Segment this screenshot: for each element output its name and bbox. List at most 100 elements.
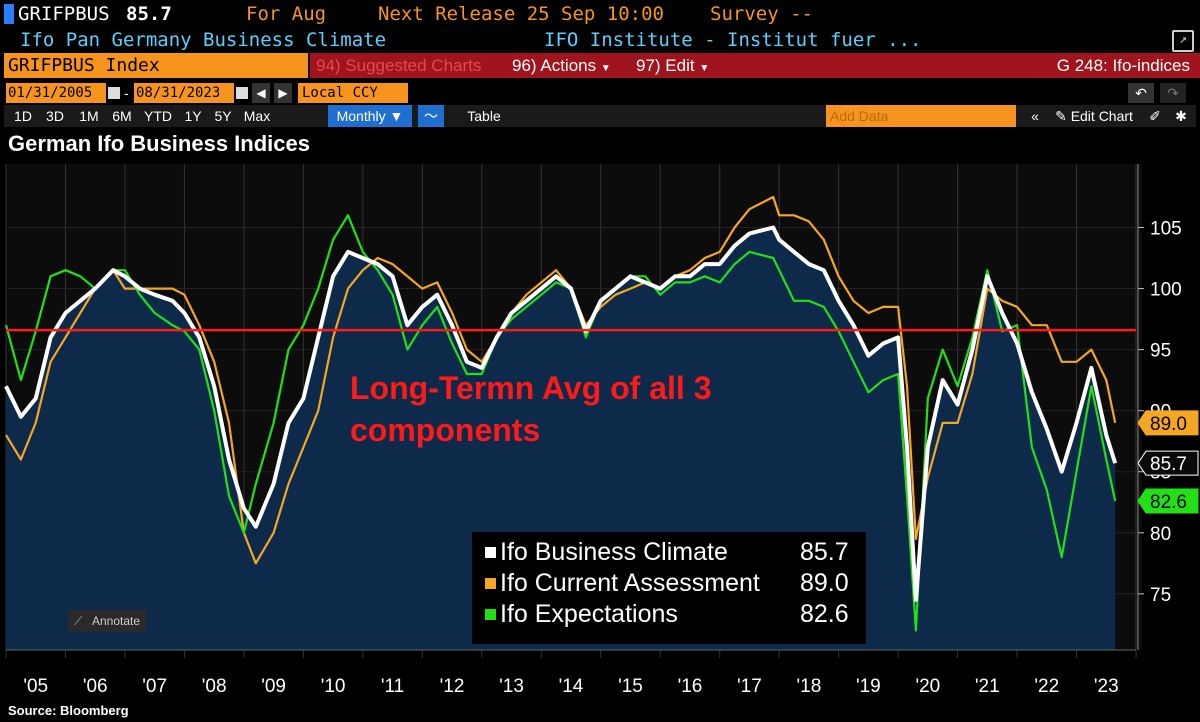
chart-type-icon[interactable]: 〜 — [418, 105, 444, 127]
frequency-select[interactable]: Monthly ▼ — [328, 105, 412, 127]
period-1d-button[interactable]: 1D — [14, 108, 32, 124]
legend-box — [472, 532, 866, 644]
red-bar — [310, 53, 1200, 78]
calendar-icon[interactable] — [236, 87, 248, 99]
pencil-icon: ✎ — [1055, 108, 1071, 124]
y-axis: 7580859095100105 — [1137, 164, 1182, 650]
legend-swatch-expectations — [485, 609, 496, 620]
end-label-expectations: 82.6 — [1137, 488, 1199, 514]
y-tick-label: 105 — [1150, 218, 1182, 239]
prev-arrow-icon[interactable]: ◀ — [252, 83, 270, 103]
end-label-value: 82.6 — [1150, 492, 1187, 513]
graph-id: G 248: Ifo-indices — [1056, 56, 1190, 75]
caret-down-icon: ▼ — [600, 63, 611, 74]
security-text: GRIFPBUS Index — [8, 55, 160, 76]
legend-value-climate: 85.7 — [800, 538, 849, 566]
legend-swatch-current — [485, 578, 496, 589]
header-row: GRIFPBUS 85.7 For Aug Next Release 25 Se… — [0, 0, 1200, 28]
end-label-box — [1137, 410, 1199, 436]
frequency-label: Monthly — [336, 108, 386, 124]
legend-swatch-climate — [485, 547, 496, 558]
end-label-box — [1137, 450, 1199, 476]
table-button[interactable]: Table — [452, 105, 516, 127]
x-tick-label: '10 — [321, 676, 346, 697]
description-row: Ifo Pan Germany Business Climate IFO Ins… — [0, 28, 1200, 52]
add-data-input[interactable]: Add Data — [826, 105, 1016, 127]
x-tick-label: '06 — [83, 676, 108, 697]
y-tick-label: 95 — [1150, 341, 1171, 362]
period-1m-button[interactable]: 1M — [79, 108, 99, 124]
actions-button[interactable]: 96) Actions ▼ — [512, 53, 624, 78]
security-field[interactable]: GRIFPBUS Index — [4, 53, 308, 78]
period-max-button[interactable]: Max — [243, 108, 271, 124]
x-tick-label: '17 — [737, 676, 762, 697]
legend-name-climate: Ifo Business Climate — [500, 538, 728, 566]
chart-title: German Ifo Business Indices — [8, 131, 310, 156]
legend-name-expectations: Ifo Expectations — [500, 600, 678, 628]
annotate-icon: ⟋ — [74, 614, 83, 628]
x-tick-label: '20 — [915, 676, 940, 697]
annotation-line-1: Long-Termn Avg of all 3 — [350, 370, 711, 406]
x-tick-label: '13 — [499, 676, 524, 697]
edit-chart-button[interactable]: ✎ Edit Chart — [1048, 105, 1140, 127]
x-tick-label: '15 — [618, 676, 643, 697]
toolbar: GRIFPBUS Index 94) Suggested Charts 96) … — [0, 53, 1200, 78]
actions-label: 96) Actions — [512, 56, 597, 75]
draw-icon[interactable]: ✐ — [1149, 108, 1161, 124]
redo-icon[interactable]: ↷ — [1160, 83, 1186, 103]
ticker-swatch — [4, 4, 14, 24]
period-row: 1D 3D 1M 6M YTD 1Y 5Y Max Monthly ▼ 〜 Table Add… — [0, 105, 1200, 127]
period-ytd-button[interactable]: YTD — [144, 108, 172, 124]
edit-chart-label: Edit Chart — [1070, 108, 1133, 124]
x-tick-label: '11 — [381, 676, 404, 697]
edit-button[interactable]: 97) Edit ▼ — [636, 53, 716, 78]
x-tick-label: '08 — [202, 676, 227, 697]
x-tick-label: '22 — [1034, 676, 1059, 697]
export-icon[interactable]: ↗ — [1172, 30, 1194, 52]
x-axis: '05 '06 '07 '08 '09 '10 '11 '12 '13 '14 '15 '16 '17 '… — [6, 649, 1136, 697]
x-tick-label: '14 — [559, 676, 584, 697]
y-tick-label: 80 — [1150, 524, 1171, 545]
suggested-label: 94) Suggested Charts — [316, 56, 482, 75]
end-label-climate: 85.7 — [1137, 450, 1199, 476]
source-org: IFO Institute - Institut fuer ... — [544, 29, 922, 51]
ticker[interactable]: GRIFPBUS — [18, 3, 110, 25]
legend-value-current: 89.0 — [800, 569, 849, 597]
x-tick-label: '09 — [261, 676, 286, 697]
x-tick-label: '16 — [678, 676, 703, 697]
end-label-box — [1137, 488, 1199, 514]
price: 85.7 — [126, 3, 172, 25]
x-tick-label: '07 — [142, 676, 167, 697]
source-note: Source: Bloomberg — [8, 703, 129, 718]
period-5y-button[interactable]: 5Y — [214, 108, 232, 124]
end-label-current: 89.0 — [1137, 410, 1199, 436]
next-arrow-icon[interactable]: ▶ — [274, 83, 292, 103]
undo-icon[interactable]: ↶ — [1128, 83, 1154, 103]
end-value-labels: 89.0 85.7 82.6 — [1137, 410, 1199, 514]
x-tick-label: '05 — [23, 676, 48, 697]
legend-name-current: Ifo Current Assessment — [500, 569, 760, 597]
calendar-icon[interactable] — [108, 87, 120, 99]
legend-value-expectations: 82.6 — [800, 600, 849, 628]
currency-label: Local CCY — [302, 85, 378, 101]
period-3d-button[interactable]: 3D — [46, 108, 64, 124]
gear-icon[interactable]: ✱ — [1175, 108, 1187, 124]
annotate-button[interactable]: ⟋ Annotate — [68, 610, 146, 632]
x-tick-label: '21 — [975, 676, 1000, 697]
start-date-input[interactable]: 01/31/2005 — [6, 83, 106, 103]
date-dash: - — [124, 85, 129, 101]
period-1y-button[interactable]: 1Y — [184, 108, 202, 124]
y-tick-label: 75 — [1150, 585, 1171, 606]
annotate-label: Annotate — [92, 614, 140, 628]
annotation-line-2: components — [350, 412, 540, 448]
x-tick-label: '23 — [1094, 676, 1119, 697]
end-date-input[interactable]: 08/31/2023 — [134, 83, 234, 103]
suggested-charts-button[interactable]: 94) Suggested Charts — [316, 53, 500, 78]
legend: Ifo Business Climate 85.7 Ifo Current Asse… — [472, 532, 866, 644]
collapse-icon[interactable]: « — [1031, 108, 1039, 124]
end-label-value: 89.0 — [1150, 414, 1187, 435]
currency-select[interactable]: Local CCY — [298, 83, 408, 103]
next-release: Next Release 25 Sep 10:00 — [378, 3, 664, 25]
chart: 7580859095100105 '05'06'07'08'09'10'11'1… — [4, 164, 1199, 697]
period-6m-button[interactable]: 6M — [112, 108, 132, 124]
